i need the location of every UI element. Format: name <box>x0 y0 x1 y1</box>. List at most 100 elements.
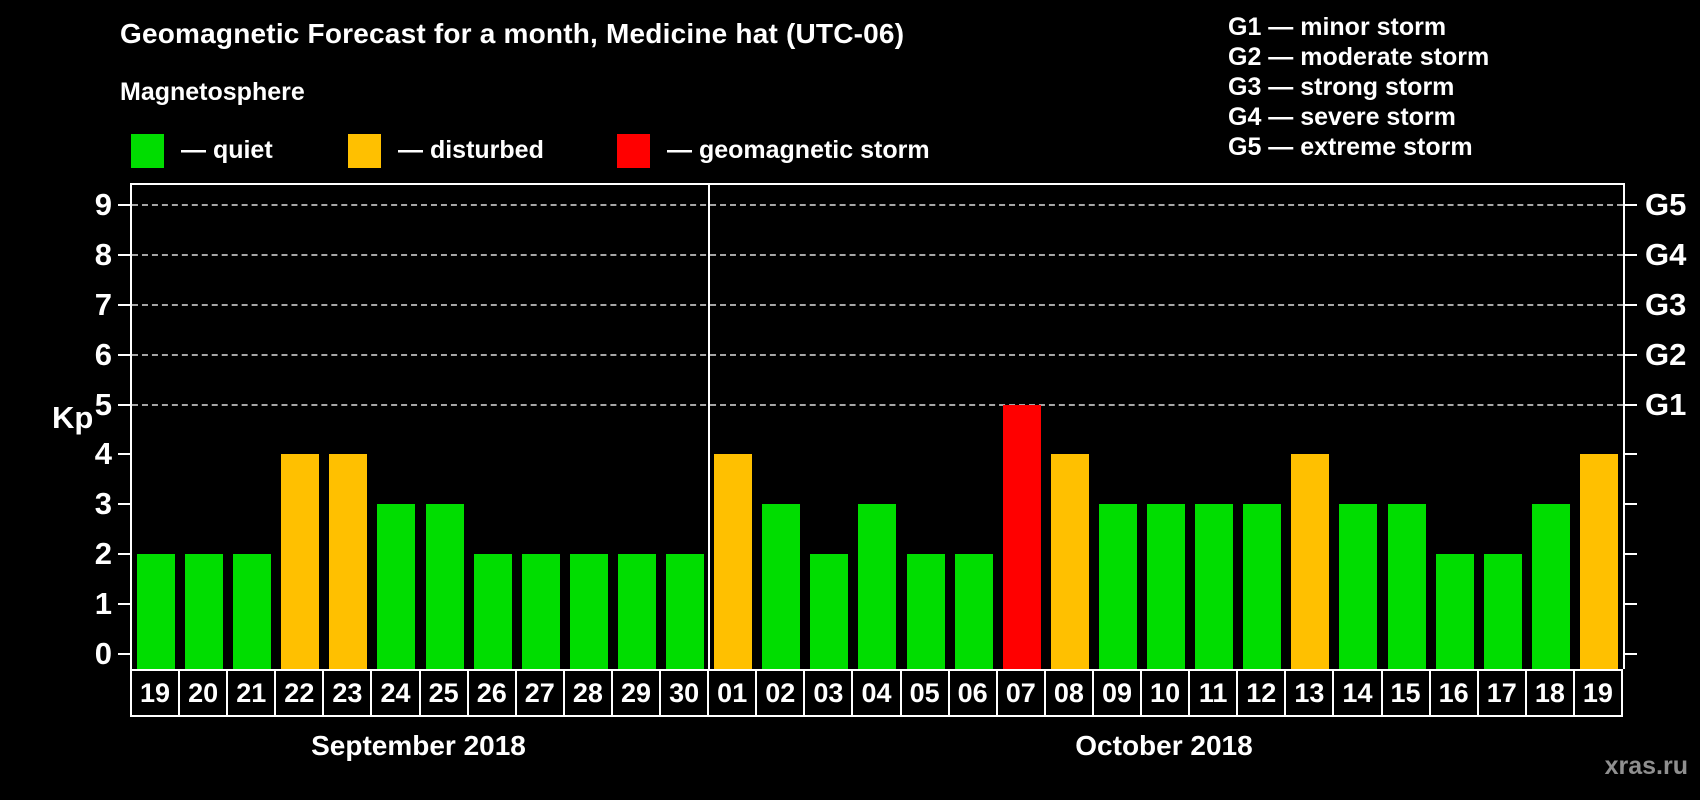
g3-legend-line: G3 — strong storm <box>1228 73 1455 101</box>
right-tick-9 <box>1625 203 1637 206</box>
kp-bar-day-30-quiet <box>666 554 705 669</box>
left-tick-1 <box>118 603 130 606</box>
kp-bar-day-21-quiet <box>233 554 272 669</box>
g1-legend-line: G1 — minor storm <box>1228 13 1447 41</box>
y-axis-title-kp: Kp <box>52 400 94 435</box>
kp-bar-day-22-disturbed <box>281 454 320 669</box>
g5-legend-line: G5 — extreme storm <box>1228 133 1473 161</box>
kp-bar-day-19-disturbed <box>1579 454 1618 669</box>
date-box-05: 05 <box>899 669 950 717</box>
date-box-18: 18 <box>1524 669 1575 717</box>
month-divider-line <box>708 185 711 669</box>
kp-bar-day-01-disturbed <box>714 454 753 669</box>
date-box-23: 23 <box>322 669 373 717</box>
y-tick-label-9: 9 <box>94 186 112 222</box>
plot-area <box>130 183 1625 669</box>
right-tick-8 <box>1625 253 1637 256</box>
date-box-27: 27 <box>514 669 565 717</box>
kp-bar-day-06-quiet <box>954 554 993 669</box>
date-box-13: 13 <box>1284 669 1335 717</box>
y-tick-label-4: 4 <box>94 436 112 472</box>
date-box-26: 26 <box>466 669 517 717</box>
month-label-october: October 2018 <box>1075 730 1253 761</box>
date-box-08: 08 <box>1043 669 1094 717</box>
date-box-30: 30 <box>659 669 710 717</box>
date-axis-row: 19 20 21 22 23 24 25 26 27 28 29 30 01 02 03 04 05 06 07 08… <box>130 669 1625 717</box>
left-tick-2 <box>118 553 130 556</box>
kp-bar-day-29-quiet <box>617 554 656 669</box>
g-axis-label-g4: G4 <box>1645 236 1687 272</box>
y-tick-label-1: 1 <box>94 586 112 622</box>
y-tick-label-7: 7 <box>94 286 112 322</box>
gridline-kp-8 <box>132 253 1623 256</box>
g-axis-label-g3: G3 <box>1645 286 1687 322</box>
kp-bar-day-25-quiet <box>425 504 464 669</box>
kp-bar-day-28-quiet <box>569 554 608 669</box>
kp-bar-day-19-quiet <box>137 554 175 669</box>
kp-bar-day-23-disturbed <box>329 454 368 669</box>
right-tick-3 <box>1625 503 1637 506</box>
right-tick-0 <box>1625 653 1637 655</box>
date-box-06: 06 <box>947 669 998 717</box>
left-tick-8 <box>118 253 130 256</box>
y-tick-label-5: 5 <box>94 386 112 422</box>
date-box-15: 15 <box>1380 669 1431 717</box>
date-box-20: 20 <box>178 669 229 717</box>
g-axis-label-g1: G1 <box>1645 386 1687 422</box>
left-tick-7 <box>118 303 130 306</box>
kp-bar-day-02-quiet <box>762 504 801 669</box>
date-box-19: 19 <box>130 669 181 717</box>
date-box-09: 09 <box>1091 669 1143 717</box>
right-tick-2 <box>1625 553 1637 556</box>
kp-bar-day-18-quiet <box>1531 504 1570 669</box>
legend-item-quiet: — quiet <box>131 132 273 169</box>
storm-color-swatch <box>617 133 650 168</box>
disturbed-color-swatch <box>348 133 381 168</box>
date-box-17: 17 <box>1476 669 1527 717</box>
legend-item-disturbed: — disturbed <box>348 132 544 169</box>
kp-bar-day-13-disturbed <box>1291 454 1330 669</box>
g4-legend-line: G4 — severe storm <box>1228 103 1456 131</box>
date-box-19: 19 <box>1572 669 1623 717</box>
kp-bar-day-09-quiet <box>1098 504 1137 669</box>
g2-legend-line: G2 — moderate storm <box>1228 43 1490 71</box>
date-box-04: 04 <box>851 669 902 717</box>
kp-bar-day-03-quiet <box>810 554 849 669</box>
date-box-03: 03 <box>803 669 854 717</box>
xras-watermark: xras.ru <box>1604 752 1688 780</box>
kp-bar-day-11-quiet <box>1195 504 1234 669</box>
gridline-kp-7 <box>132 303 1623 306</box>
kp-bar-day-10-quiet <box>1147 504 1186 669</box>
y-tick-label-8: 8 <box>94 236 112 272</box>
kp-bar-day-05-quiet <box>906 554 945 669</box>
date-box-28: 28 <box>562 669 613 717</box>
legend-label-disturbed: — disturbed <box>398 136 544 164</box>
date-box-16: 16 <box>1428 669 1479 717</box>
date-box-24: 24 <box>370 669 421 717</box>
kp-bar-day-24-quiet <box>377 504 416 669</box>
left-tick-6 <box>118 353 130 356</box>
y-tick-label-3: 3 <box>94 486 112 522</box>
date-box-12: 12 <box>1236 669 1287 717</box>
kp-bar-day-08-disturbed <box>1050 454 1089 669</box>
g-scale-legend: G1 — minor storm G2 — moderate storm G3 … <box>1228 12 1489 162</box>
left-tick-5 <box>118 403 130 406</box>
y-tick-label-6: 6 <box>94 336 112 372</box>
kp-bar-day-04-quiet <box>858 504 897 669</box>
kp-bar-day-14-quiet <box>1339 504 1378 669</box>
kp-bar-day-26-quiet <box>473 554 512 669</box>
date-box-14: 14 <box>1332 669 1383 717</box>
g-axis-label-g2: G2 <box>1645 336 1687 372</box>
month-label-september: September 2018 <box>311 730 526 761</box>
legend-label-quiet: — quiet <box>181 136 273 164</box>
date-box-07: 07 <box>995 669 1046 717</box>
magnetosphere-label: Magnetosphere <box>120 78 305 106</box>
right-tick-1 <box>1625 603 1637 606</box>
y-tick-label-0: 0 <box>94 636 112 671</box>
left-tick-4 <box>118 453 130 456</box>
date-box-21: 21 <box>226 669 277 717</box>
date-box-11: 11 <box>1188 669 1239 717</box>
kp-bar-day-27-quiet <box>521 554 560 669</box>
kp-bar-day-16-quiet <box>1435 554 1474 669</box>
